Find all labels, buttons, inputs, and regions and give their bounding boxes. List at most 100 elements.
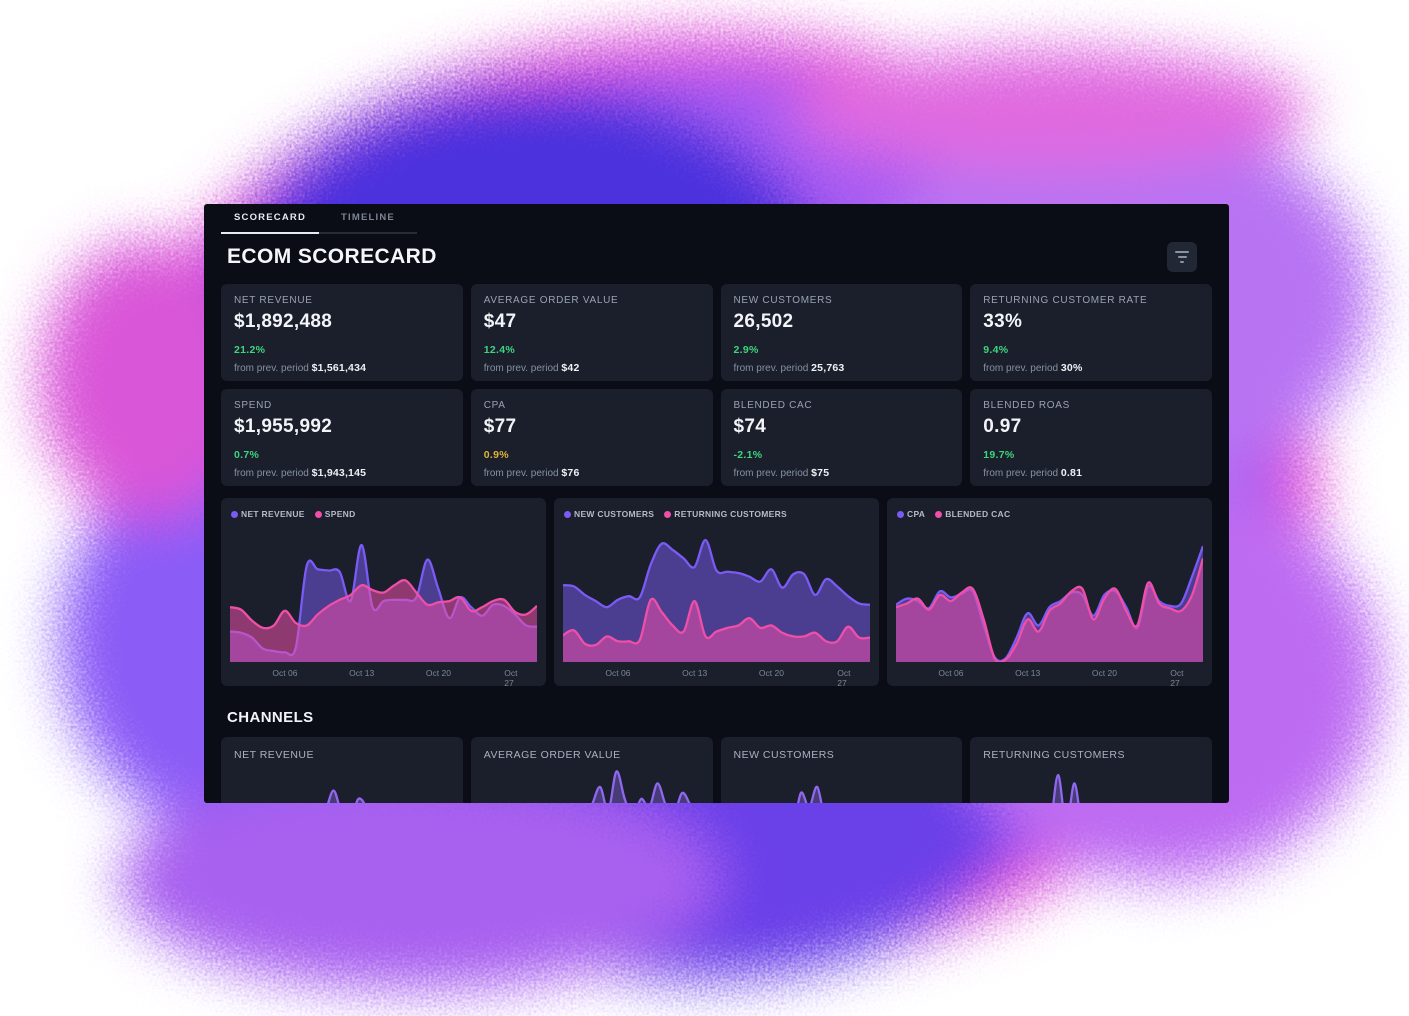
kpi-label: CPA [483, 400, 506, 411]
kpi-value: 26,502 [733, 311, 794, 332]
kpi-prev: from prev. period $1,561,434 [234, 362, 367, 374]
x-tick: Oct 20 [1091, 668, 1117, 678]
mini-area-chart [227, 763, 457, 803]
tab-timeline[interactable]: TIMELINE [319, 212, 417, 234]
x-axis: Oct 06 Oct 13 Oct 20 Oct 27 [230, 668, 537, 688]
kpi-card-aov: AVERAGE ORDER VALUE $47 12.4% from prev.… [470, 284, 713, 381]
chart-row: NET REVENUE SPEND Oct 06 Oct 13 Oct 20 O… [221, 498, 1212, 688]
channels-heading: CHANNELS [227, 709, 314, 726]
kpi-delta: 19.7% [983, 449, 1015, 461]
x-tick: Oct 27 [837, 668, 851, 688]
kpi-label: NEW CUSTOMERS [733, 295, 833, 306]
legend-item-spend[interactable]: SPEND [314, 509, 356, 519]
page-title: ECOM SCORECARD [227, 245, 437, 268]
series-dot [897, 510, 904, 518]
kpi-prev: from prev. period 0.81 [983, 467, 1083, 479]
kpi-prev: from prev. period $75 [733, 467, 830, 479]
kpi-prev: from prev. period $42 [483, 362, 580, 374]
x-tick: Oct 27 [504, 668, 518, 688]
kpi-card-returning-rate: RETURNING CUSTOMER RATE 33% 9.4% from pr… [970, 284, 1212, 381]
legend-item-net-revenue[interactable]: NET REVENUE [231, 509, 305, 519]
x-axis: Oct 06 Oct 13 Oct 20 Oct 27 [896, 668, 1203, 688]
kpi-label: AVERAGE ORDER VALUE [483, 295, 619, 306]
x-tick: Oct 06 [605, 668, 631, 678]
kpi-value: $1,955,992 [234, 416, 333, 437]
area-chart [896, 534, 1203, 662]
kpi-prev: from prev. period $76 [483, 467, 580, 479]
x-tick: Oct 20 [758, 668, 784, 678]
kpi-prev: from prev. period 30% [983, 362, 1083, 374]
x-tick: Oct 13 [682, 668, 708, 678]
x-tick: Oct 27 [1170, 668, 1184, 688]
series-dot [564, 510, 571, 518]
legend: NEW CUSTOMERS RETURNING CUSTOMERS [564, 509, 787, 519]
series-dot [935, 510, 943, 518]
tab-scorecard[interactable]: SCORECARD [221, 212, 319, 234]
kpi-delta: 0.9% [483, 449, 509, 461]
channel-card-net-revenue: NET REVENUE [221, 737, 463, 803]
kpi-prev: from prev. period $1,943,145 [234, 467, 367, 479]
kpi-card-spend: SPEND $1,955,992 0.7% from prev. period … [221, 389, 463, 486]
x-tick: Oct 13 [349, 668, 375, 678]
filter-icon [1175, 251, 1189, 253]
tab-bar: SCORECARD TIMELINE [204, 204, 1229, 234]
kpi-delta: -2.1% [733, 449, 763, 461]
filter-button[interactable] [1167, 242, 1197, 272]
channels-card-row: NET REVENUE AVERAGE ORDER VALUE NEW CUST… [221, 737, 1212, 803]
channel-card-label: RETURNING CUSTOMERS [983, 749, 1125, 761]
channel-card-new-customers: NEW CUSTOMERS [720, 737, 963, 803]
x-axis: Oct 06 Oct 13 Oct 20 Oct 27 [563, 668, 870, 688]
kpi-card-cpa: CPA $77 0.9% from prev. period $76 [470, 389, 713, 486]
channel-card-returning-customers: RETURNING CUSTOMERS [970, 737, 1212, 803]
channel-card-label: NET REVENUE [234, 749, 314, 761]
kpi-grid: NET REVENUE $1,892,488 21.2% from prev. … [221, 284, 1212, 486]
kpi-value: $1,892,488 [234, 311, 333, 332]
legend-item-returning-customers[interactable]: RETURNING CUSTOMERS [664, 509, 787, 519]
header: ECOM SCORECARD [204, 234, 1229, 272]
legend-item-cpa[interactable]: CPA [897, 509, 925, 519]
kpi-delta: 0.7% [234, 449, 260, 461]
channel-card-label: NEW CUSTOMERS [733, 749, 835, 761]
kpi-card-new-customers: NEW CUSTOMERS 26,502 2.9% from prev. per… [720, 284, 963, 381]
kpi-delta: 21.2% [234, 344, 266, 356]
kpi-card-blended-cac: BLENDED CAC $74 -2.1% from prev. period … [720, 389, 963, 486]
legend: CPA BLENDED CAC [897, 509, 1010, 519]
series-dot [231, 510, 238, 518]
area-chart [563, 534, 870, 662]
kpi-prev: from prev. period 25,763 [733, 362, 845, 374]
channel-card-label: AVERAGE ORDER VALUE [483, 749, 621, 761]
kpi-card-net-revenue: NET REVENUE $1,892,488 21.2% from prev. … [221, 284, 463, 381]
kpi-card-blended-roas: BLENDED ROAS 0.97 19.7% from prev. perio… [970, 389, 1212, 486]
x-tick: Oct 20 [425, 668, 451, 678]
chart-new-vs-returning-customers: NEW CUSTOMERS RETURNING CUSTOMERS Oct 06… [554, 498, 879, 688]
series-dot [314, 510, 322, 518]
kpi-value: $74 [733, 416, 767, 437]
legend-item-new-customers[interactable]: NEW CUSTOMERS [564, 509, 654, 519]
x-tick: Oct 06 [272, 668, 298, 678]
kpi-delta: 9.4% [983, 344, 1009, 356]
x-tick: Oct 06 [938, 668, 964, 678]
chart-net-revenue-vs-spend: NET REVENUE SPEND Oct 06 Oct 13 Oct 20 O… [221, 498, 546, 688]
kpi-value: 33% [983, 311, 1023, 332]
mini-area-chart [976, 763, 1206, 803]
kpi-delta: 2.9% [733, 344, 759, 356]
legend: NET REVENUE SPEND [231, 509, 356, 519]
chart-cpa-vs-blended-cac: CPA BLENDED CAC Oct 06 Oct 13 Oct 20 Oct… [887, 498, 1212, 688]
channel-card-aov: AVERAGE ORDER VALUE [470, 737, 713, 803]
area-chart [230, 534, 537, 662]
kpi-label: NET REVENUE [234, 295, 313, 306]
kpi-label: SPEND [234, 400, 272, 411]
kpi-label: RETURNING CUSTOMER RATE [983, 295, 1148, 306]
kpi-label: BLENDED CAC [733, 400, 813, 411]
kpi-label: BLENDED ROAS [983, 400, 1071, 411]
kpi-value: 0.97 [983, 416, 1022, 437]
mini-area-chart [727, 763, 957, 803]
mini-area-chart [477, 763, 707, 803]
kpi-delta: 12.4% [483, 344, 516, 356]
x-tick: Oct 13 [1015, 668, 1041, 678]
series-dot [664, 510, 672, 518]
kpi-value: $77 [483, 416, 517, 437]
kpi-value: $47 [483, 311, 517, 332]
legend-item-blended-cac[interactable]: BLENDED CAC [935, 509, 1010, 519]
